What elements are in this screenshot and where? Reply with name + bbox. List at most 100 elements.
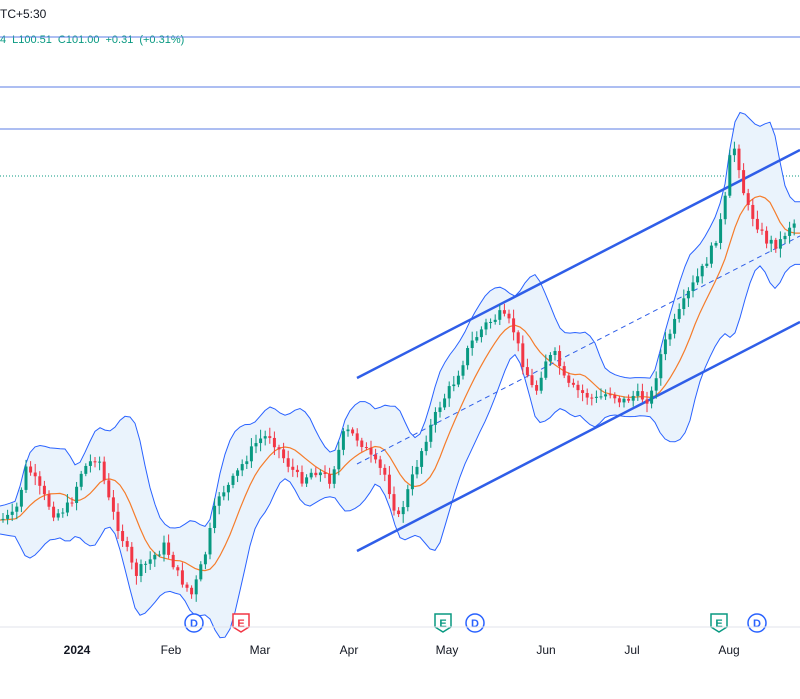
candle-body xyxy=(719,219,723,243)
candle-body xyxy=(176,567,180,571)
candle-body xyxy=(594,396,598,398)
candle-body xyxy=(498,310,502,320)
candle-body xyxy=(259,438,263,444)
candle-body xyxy=(544,361,548,378)
candle-body xyxy=(475,337,479,341)
candle-body xyxy=(751,204,755,219)
candle-body xyxy=(622,398,626,403)
channel-upper-line[interactable] xyxy=(356,148,800,380)
candle-body xyxy=(148,559,152,564)
candle-body xyxy=(360,440,364,448)
candle-body xyxy=(668,333,672,340)
candle-body xyxy=(272,437,276,448)
candle-body xyxy=(98,461,102,463)
candle-body xyxy=(466,348,470,366)
candle-body xyxy=(88,461,92,466)
candle-body xyxy=(282,449,286,459)
candle-body xyxy=(199,564,203,580)
candle-body xyxy=(328,473,332,484)
candle-body xyxy=(111,497,115,512)
candle-body xyxy=(742,170,746,194)
candle-body xyxy=(401,507,405,515)
candle-body xyxy=(162,542,166,555)
candle-body xyxy=(208,528,212,555)
candle-body xyxy=(438,407,442,412)
candle-body xyxy=(240,464,244,471)
bollinger-band-fill xyxy=(0,112,800,638)
candle-body xyxy=(627,398,631,401)
candle-body xyxy=(52,506,56,518)
candle-body xyxy=(470,340,474,349)
x-axis-labels: 2024 Feb Mar Apr May Jun Jul Aug xyxy=(64,643,740,657)
candle-body xyxy=(116,511,120,532)
candle-body xyxy=(171,554,175,568)
candle-body xyxy=(489,321,493,323)
candle-body xyxy=(709,245,713,264)
candle-body xyxy=(746,193,750,205)
candle-body xyxy=(236,470,240,476)
candle-body xyxy=(157,554,161,556)
candlestick-series xyxy=(1,141,796,602)
candle-body xyxy=(222,492,226,497)
bollinger-upper-line xyxy=(0,111,800,529)
event-marker-label: D xyxy=(753,618,761,630)
candle-body xyxy=(608,394,612,396)
candle-body xyxy=(56,513,60,518)
candle-body xyxy=(636,391,640,396)
moving-average-line xyxy=(0,195,800,572)
candle-body xyxy=(341,431,345,450)
candle-body xyxy=(507,313,511,319)
candle-body xyxy=(553,351,557,355)
candle-body xyxy=(406,489,410,508)
candle-body xyxy=(539,377,543,391)
candle-body xyxy=(93,461,97,463)
candle-body xyxy=(130,546,134,563)
candle-body xyxy=(424,441,428,452)
ohlc-open-fragment: 4 xyxy=(0,34,7,46)
candle-body xyxy=(456,375,460,385)
candle-body xyxy=(686,290,690,299)
candle-body xyxy=(392,494,396,511)
candle-body xyxy=(479,329,483,338)
candle-body xyxy=(590,397,594,399)
candle-body xyxy=(61,512,65,514)
candle-body xyxy=(33,472,37,477)
candle-body xyxy=(728,155,732,196)
candle-body xyxy=(346,429,350,432)
candle-body xyxy=(558,351,562,367)
candle-body xyxy=(415,466,419,475)
candle-body xyxy=(245,461,249,465)
candle-body xyxy=(700,265,704,277)
candle-body xyxy=(10,511,14,515)
candle-body xyxy=(19,489,23,507)
candle-body xyxy=(788,227,792,236)
x-tick-label: Mar xyxy=(250,643,271,657)
candle-body xyxy=(714,242,718,246)
candle-body xyxy=(213,505,217,529)
x-tick-label: Jun xyxy=(536,643,555,657)
candle-body xyxy=(645,399,649,404)
candle-body xyxy=(737,148,741,171)
candle-body xyxy=(369,447,373,455)
candle-body xyxy=(599,396,603,398)
candle-body xyxy=(351,429,355,434)
candle-body xyxy=(65,502,69,513)
event-marker-label: E xyxy=(237,618,244,630)
event-marker-label: E xyxy=(439,618,446,630)
candle-body xyxy=(84,465,88,474)
candle-body xyxy=(535,385,539,391)
candle-body xyxy=(75,486,79,504)
candle-body xyxy=(125,541,129,547)
candle-body xyxy=(461,365,465,376)
channel-lower-line[interactable] xyxy=(356,320,800,553)
candle-body xyxy=(387,474,391,495)
candle-body xyxy=(530,375,534,386)
candle-body xyxy=(562,366,566,376)
candle-body xyxy=(79,473,83,487)
candle-body xyxy=(277,447,281,450)
candle-body xyxy=(429,424,433,442)
event-marker-label: D xyxy=(471,618,479,630)
candle-body xyxy=(581,390,585,393)
